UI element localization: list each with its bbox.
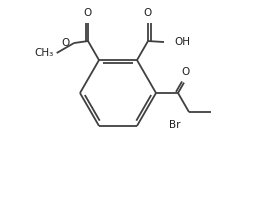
Text: Br: Br	[169, 120, 181, 130]
Text: O: O	[181, 67, 189, 77]
Text: CH₃: CH₃	[34, 48, 54, 58]
Text: O: O	[84, 8, 92, 18]
Text: O: O	[144, 8, 152, 18]
Text: O: O	[62, 38, 70, 48]
Text: OH: OH	[174, 37, 190, 47]
